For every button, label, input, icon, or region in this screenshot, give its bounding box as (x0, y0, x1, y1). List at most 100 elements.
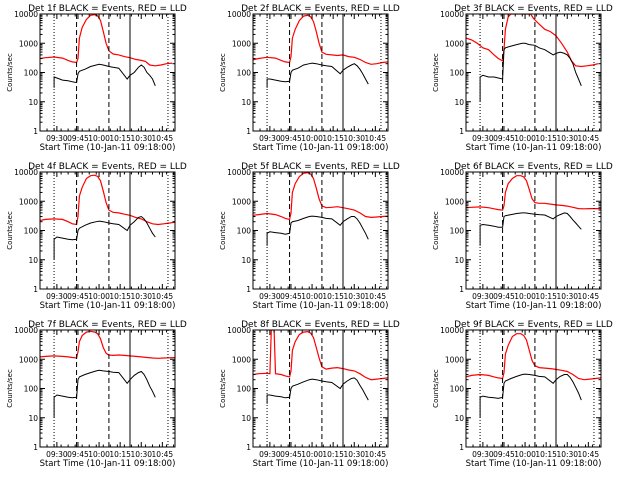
y-axis-title: Counts/sec (432, 369, 440, 408)
y-axis-title: Counts/sec (6, 369, 14, 408)
y-tick-label: 10 (454, 98, 464, 107)
x-tick-label: 10:15 (322, 134, 344, 143)
y-tick-label: 1 (246, 127, 251, 136)
events-series-line (266, 62, 369, 88)
y-tick-label: 100 (450, 227, 465, 236)
x-tick-label: 09:45 (493, 134, 515, 143)
events-series-line (53, 63, 156, 88)
events-series-line (53, 369, 156, 418)
x-tick-label: 10:45 (152, 134, 174, 143)
lld-series-line (466, 333, 601, 381)
events-series-line (53, 215, 156, 260)
y-tick-label: 1000 (19, 39, 38, 48)
y-axis-title: Counts/sec (219, 369, 227, 408)
x-tick-label: 09:45 (67, 292, 89, 301)
y-tick-label: 10 (241, 414, 251, 423)
y-tick-label: 1 (459, 127, 464, 136)
y-tick-label: 100 (237, 385, 252, 394)
x-tick-label: 10:00 (514, 134, 536, 143)
x-tick-label: 09:45 (493, 450, 515, 459)
y-tick-label: 1 (459, 285, 464, 294)
x-tick-label: 09:30 (46, 450, 68, 459)
y-axis-title: Counts/sec (219, 211, 227, 250)
x-tick-label: 09:30 (46, 292, 68, 301)
y-tick-label: 10 (28, 256, 38, 265)
lld-series-line (466, 175, 601, 211)
panel-5: Det 5f BLACK = Events, RED = LLD 1 10 100 10… (219, 162, 400, 311)
y-tick-label: 10 (28, 98, 38, 107)
x-axis-title: Start Time (10-Jan-11 09:18:00) (466, 459, 602, 469)
x-tick-label: 10:30 (556, 450, 578, 459)
y-tick-label: 1000 (232, 39, 251, 48)
x-tick-label: 10:30 (343, 450, 365, 459)
x-tick-label: 10:45 (578, 292, 600, 301)
y-tick-label: 10000 (14, 168, 38, 177)
lld-series-line (253, 330, 388, 381)
x-tick-label: 10:15 (322, 292, 344, 301)
x-tick-label: 10:00 (301, 450, 323, 459)
panel-title: Det 4f BLACK = Events, RED = LLD (28, 162, 187, 172)
y-tick-label: 1000 (232, 355, 251, 364)
panel-title: Det 1f BLACK = Events, RED = LLD (28, 4, 187, 14)
x-tick-label: 10:00 (514, 450, 536, 459)
lld-series-line (253, 14, 388, 65)
events-series-line (266, 215, 369, 246)
y-tick-label: 1000 (445, 39, 464, 48)
y-tick-label: 100 (24, 385, 39, 394)
y-tick-label: 10 (454, 414, 464, 423)
y-tick-label: 1000 (445, 197, 464, 206)
panel-title: Det 8f BLACK = Events, RED = LLD (241, 320, 400, 330)
y-tick-label: 10000 (227, 168, 251, 177)
y-axis-title: Counts/sec (219, 53, 227, 92)
x-tick-label: 09:45 (280, 450, 302, 459)
y-tick-label: 1000 (445, 355, 464, 364)
x-tick-label: 10:45 (578, 134, 600, 143)
x-tick-label: 10:30 (130, 292, 152, 301)
y-tick-label: 1000 (19, 197, 38, 206)
x-tick-label: 09:45 (493, 292, 515, 301)
x-tick-label: 10:45 (365, 450, 387, 459)
lld-series-line (40, 14, 173, 67)
x-axis-title: Start Time (10-Jan-11 09:18:00) (40, 459, 176, 469)
y-tick-label: 1 (33, 443, 38, 452)
y-tick-label: 1000 (19, 355, 38, 364)
x-axis-title: Start Time (10-Jan-11 09:18:00) (253, 459, 389, 469)
y-tick-label: 1000 (232, 197, 251, 206)
x-tick-label: 09:30 (259, 292, 281, 301)
x-tick-label: 10:00 (88, 292, 110, 301)
plot-frame (39, 329, 176, 448)
x-tick-label: 10:15 (109, 292, 131, 301)
x-tick-label: 10:30 (556, 292, 578, 301)
x-tick-label: 10:45 (578, 450, 600, 459)
y-tick-label: 10000 (440, 10, 464, 19)
y-tick-label: 1 (33, 127, 38, 136)
y-tick-label: 100 (450, 69, 465, 78)
panel-4: Det 4f BLACK = Events, RED = LLD 1 10 100 10… (6, 162, 187, 311)
x-tick-label: 10:45 (365, 292, 387, 301)
x-tick-label: 09:45 (67, 450, 89, 459)
x-tick-label: 10:00 (301, 134, 323, 143)
x-tick-label: 10:30 (130, 134, 152, 143)
lld-series-line (253, 172, 388, 221)
x-tick-label: 10:30 (556, 134, 578, 143)
y-tick-label: 100 (24, 227, 39, 236)
y-axis-title: Counts/sec (432, 53, 440, 92)
panel-title: Det 5f BLACK = Events, RED = LLD (241, 162, 400, 172)
plot-frame (252, 171, 389, 290)
y-tick-label: 10000 (440, 326, 464, 335)
x-tick-label: 10:00 (514, 292, 536, 301)
x-tick-label: 10:15 (109, 134, 131, 143)
y-tick-label: 1 (459, 443, 464, 452)
panel-title: Det 7f BLACK = Events, RED = LLD (28, 320, 187, 330)
panel-3: Det 3f BLACK = Events, RED = LLD 1 10 100 10… (432, 4, 613, 153)
lld-series-line (40, 174, 175, 226)
panel-title: Det 3f BLACK = Events, RED = LLD (454, 4, 613, 14)
y-tick-label: 100 (237, 69, 252, 78)
x-tick-label: 10:00 (88, 134, 110, 143)
x-tick-label: 10:00 (88, 450, 110, 459)
plot-frame (252, 329, 389, 448)
y-tick-label: 100 (450, 385, 465, 394)
x-tick-label: 09:45 (280, 292, 302, 301)
y-tick-label: 1 (33, 285, 38, 294)
x-axis-title: Start Time (10-Jan-11 09:18:00) (466, 143, 602, 153)
